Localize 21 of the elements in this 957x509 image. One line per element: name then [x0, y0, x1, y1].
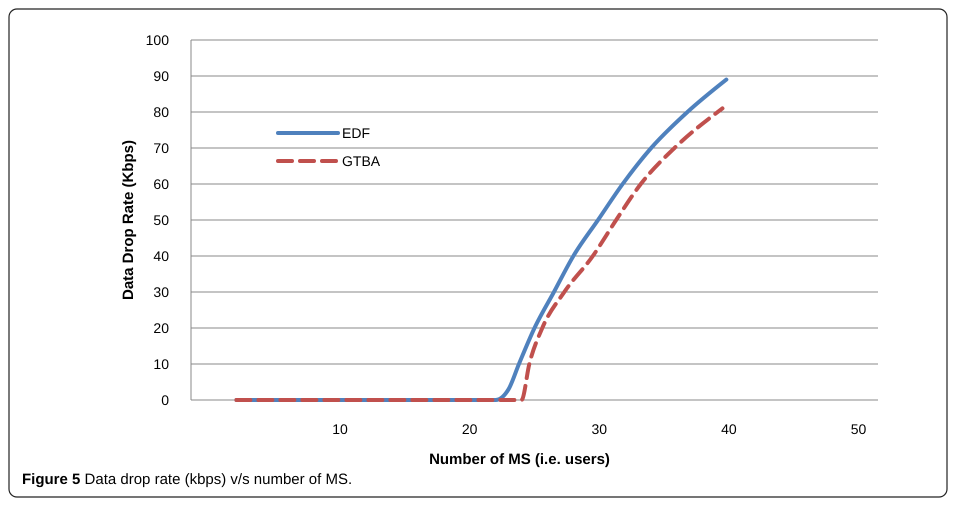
y-tick-label: 30	[153, 284, 170, 300]
legend-label: GTBA	[342, 153, 381, 169]
caption: Figure 5 Data drop rate (kbps) v/s number of MS.	[22, 471, 352, 488]
y-tick-label: 100	[146, 32, 170, 48]
x-tick-label: 10	[332, 421, 348, 437]
x-tick-label: 30	[592, 421, 608, 437]
x-axis-title: Number of MS (i.e. users)	[429, 451, 610, 468]
x-tick-label: 50	[850, 421, 867, 437]
y-tick-label: 70	[153, 140, 170, 156]
y-tick-label: 40	[153, 248, 170, 264]
y-tick-label: 20	[153, 320, 170, 336]
x-tick-label: 40	[721, 421, 737, 437]
y-axis-title: Data Drop Rate (Kbps)	[120, 140, 137, 300]
y-tick-label: 50	[153, 212, 170, 228]
y-tick-label: 60	[153, 176, 170, 192]
y-tick-label: 0	[161, 392, 170, 408]
y-tick-label: 80	[153, 104, 170, 120]
legend-label: EDF	[342, 125, 370, 141]
x-tick-label: 20	[462, 421, 478, 437]
y-tick-label: 10	[153, 356, 170, 372]
y-tick-label: 90	[153, 68, 170, 84]
